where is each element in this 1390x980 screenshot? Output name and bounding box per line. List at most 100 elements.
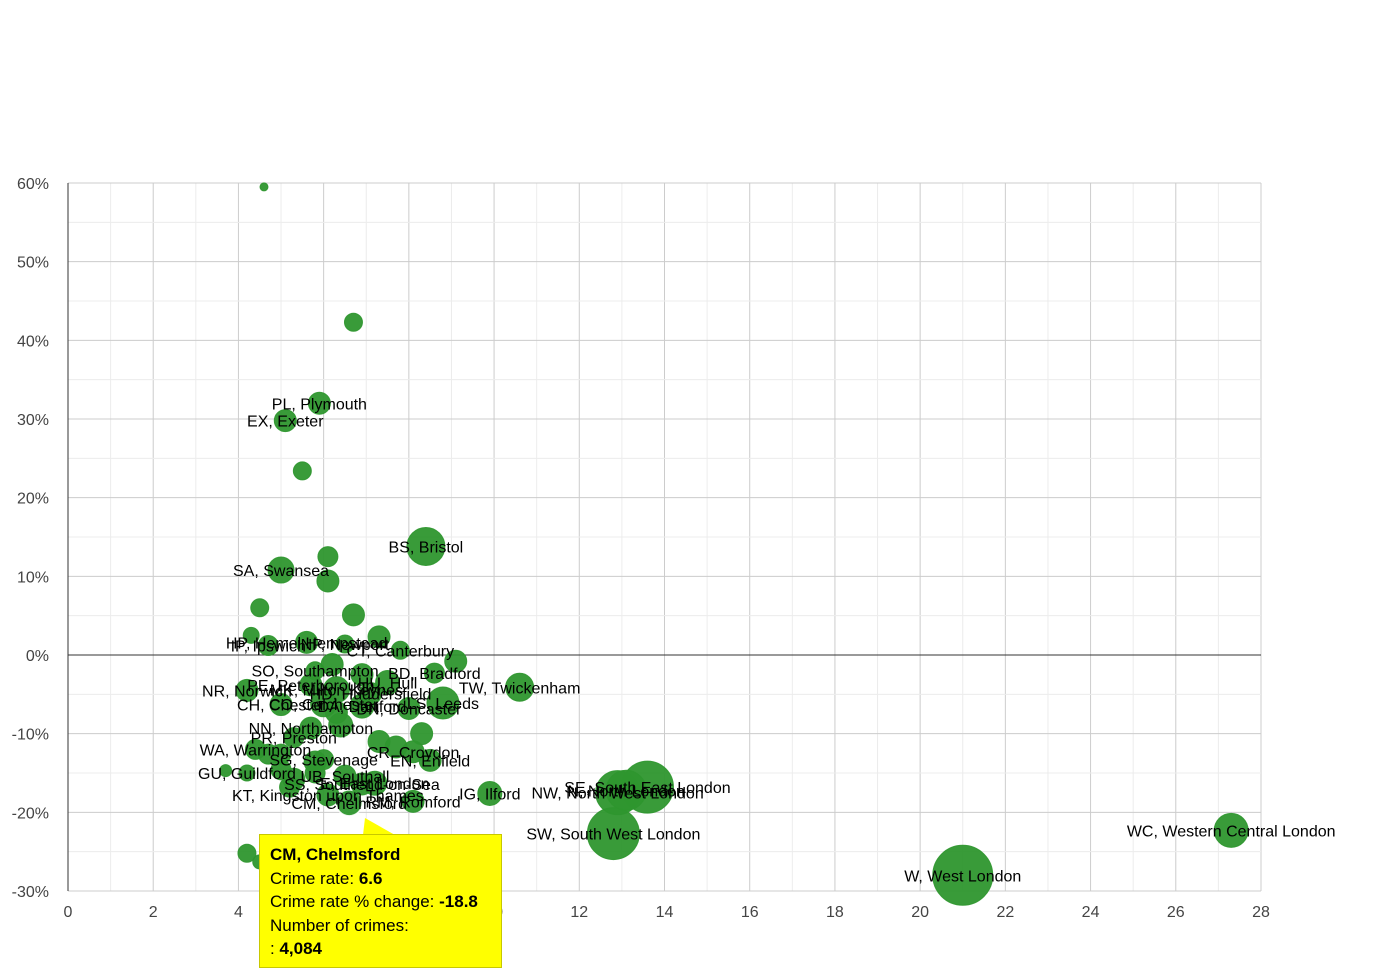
bubble-label: SW, South West London: [526, 827, 700, 844]
bubble[interactable]: [270, 759, 292, 781]
y-tick-label: 10%: [17, 569, 49, 586]
x-tick-label: 26: [1167, 904, 1185, 921]
bubble[interactable]: [335, 634, 355, 654]
bubble[interactable]: [477, 780, 503, 806]
bubble[interactable]: [324, 700, 348, 724]
bubble-label: NW, North West London: [532, 786, 704, 803]
bubble[interactable]: [299, 716, 323, 740]
bubble-label: PE, Peterborough: [247, 678, 374, 695]
bubble[interactable]: [304, 762, 326, 784]
bubble-label: CM, Chelmsford: [291, 796, 407, 813]
bubble-label: NN, Northampton: [249, 721, 374, 738]
x-tick-label: 24: [1082, 904, 1100, 921]
bubble-label: CR, Croydon: [367, 745, 459, 762]
bubble[interactable]: [505, 672, 535, 702]
bubble[interactable]: [267, 556, 295, 584]
x-tick-label: 2: [149, 904, 158, 921]
bubble-label: IP, Ipswich: [231, 639, 306, 656]
bubble-label: NP, Newport: [301, 637, 390, 654]
bubble[interactable]: [238, 764, 256, 782]
bubble-label: HP, Hemel Hempstead: [226, 635, 388, 652]
x-tick-label: 20: [911, 904, 929, 921]
bubble[interactable]: [307, 391, 331, 415]
bubble-label: CH, Chester: [237, 698, 326, 715]
bubble[interactable]: [367, 625, 391, 649]
bubble[interactable]: [426, 686, 460, 720]
bubble[interactable]: [932, 844, 994, 906]
bubble[interactable]: [423, 662, 445, 684]
bubble[interactable]: [279, 776, 301, 798]
tooltip-change: Crime rate % change: -18.8: [270, 890, 491, 914]
bubble-label: IG, Ilford: [459, 786, 520, 803]
bubble-label: WC, Western Central London: [1127, 823, 1336, 840]
bubble[interactable]: [242, 626, 260, 644]
bubble[interactable]: [350, 772, 374, 796]
bubble[interactable]: [316, 569, 340, 593]
bubble[interactable]: [605, 769, 647, 811]
bubble[interactable]: [219, 764, 233, 778]
y-tick-label: 20%: [17, 491, 49, 508]
bubble[interactable]: [316, 783, 340, 807]
bubble-label: CO, Colchester: [269, 697, 379, 714]
tooltip: CM, Chelmsford Crime rate: 6.6 Crime rat…: [259, 834, 502, 968]
bubble[interactable]: [350, 663, 374, 687]
y-tick-label: -20%: [12, 805, 49, 822]
bubbles: [219, 182, 1249, 906]
tooltip-crime-rate-label: Crime rate:: [270, 868, 355, 888]
x-tick-label: 12: [570, 904, 588, 921]
bubble-label: RM, Romford: [366, 794, 461, 811]
bubble-label: DN, Doncaster: [356, 701, 462, 718]
bubble-label: N, North London: [567, 783, 684, 800]
x-tick-label: 28: [1252, 904, 1270, 921]
bubble[interactable]: [317, 546, 339, 568]
bubble[interactable]: [343, 312, 363, 332]
x-tick-label: 4: [234, 904, 243, 921]
y-tick-label: 60%: [17, 176, 49, 193]
bubble[interactable]: [235, 678, 259, 702]
bubble[interactable]: [401, 789, 425, 813]
bubble[interactable]: [259, 182, 269, 192]
bubble[interactable]: [283, 727, 305, 749]
bubble[interactable]: [295, 630, 319, 654]
y-tick-label: -10%: [12, 727, 49, 744]
tooltip-count-value: 4,084: [279, 939, 323, 958]
bubble[interactable]: [292, 461, 312, 481]
tooltip-crime-rate-value: 6.6: [358, 868, 383, 888]
bubble[interactable]: [418, 748, 442, 772]
tooltip-pointer: [363, 818, 395, 835]
bubble[interactable]: [390, 640, 410, 660]
bubble-label: HD, Huddersfield: [310, 687, 432, 704]
bubble-label: EN, Enfield: [390, 753, 470, 770]
bubble-label: E, East London: [320, 776, 429, 793]
bubble-label: SS, Southend-on-Sea: [284, 777, 440, 794]
bubble-label: BD, Bradford: [388, 666, 480, 683]
bubble-label: HU, Hull: [358, 676, 418, 693]
bubble[interactable]: [269, 693, 293, 717]
x-tick-label: 16: [741, 904, 759, 921]
bubble[interactable]: [375, 670, 401, 696]
bubble[interactable]: [250, 598, 270, 618]
tooltip-count-prefix: :: [270, 939, 275, 958]
bubble-label: SO, Southampton: [252, 664, 379, 681]
bubble[interactable]: [341, 603, 365, 627]
bubble[interactable]: [257, 635, 279, 657]
bubble-label: DA, Dartford: [318, 699, 407, 716]
y-tick-label: -30%: [12, 884, 49, 901]
bubble-label: MK, Milton Keynes: [270, 683, 403, 700]
tooltip-change-value: -18.8: [439, 892, 478, 911]
bubble[interactable]: [444, 649, 468, 673]
bubble-label: LS, Leeds: [407, 696, 479, 713]
tooltip-count: : 4,084: [270, 937, 491, 961]
bubble[interactable]: [305, 661, 325, 681]
bubble-label: GU, Guildford: [198, 766, 296, 783]
bubble-label: NR, Norwich: [202, 683, 292, 700]
bubble[interactable]: [273, 409, 297, 433]
x-tick-label: 22: [996, 904, 1014, 921]
bubble[interactable]: [1213, 812, 1249, 848]
bubble[interactable]: [237, 843, 257, 863]
bubble[interactable]: [406, 526, 446, 566]
y-tick-label: 40%: [17, 333, 49, 350]
bubble[interactable]: [397, 696, 421, 720]
bubble[interactable]: [359, 682, 383, 706]
